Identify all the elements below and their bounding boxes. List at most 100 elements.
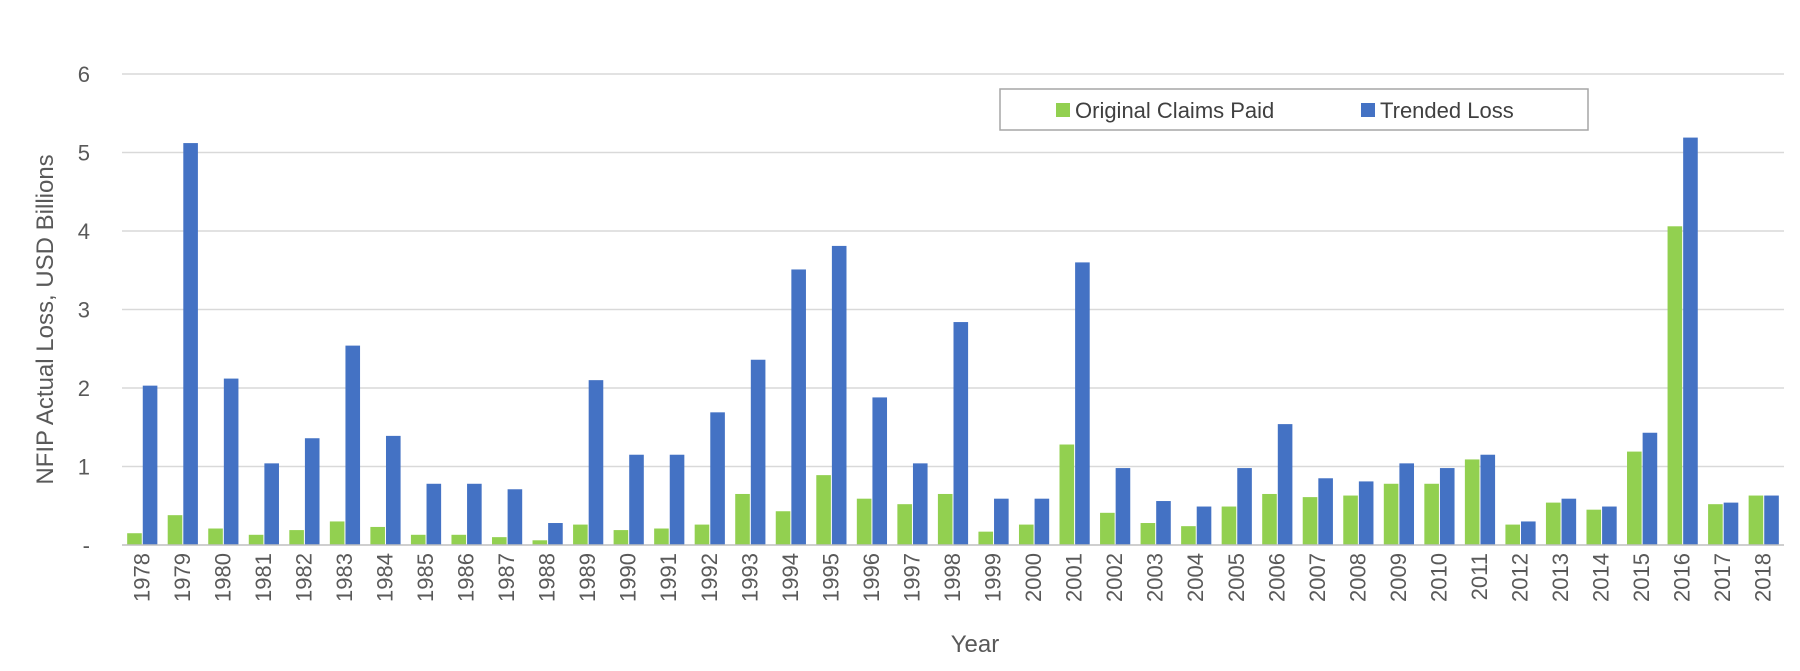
bar-original-claims-paid-2001	[1059, 444, 1075, 545]
x-tick-label: 1979	[170, 553, 195, 602]
bar-trended-loss-1997	[912, 463, 928, 545]
y-tick-label: 1	[78, 455, 90, 480]
bar-original-claims-paid-1999	[978, 531, 994, 545]
bar-trended-loss-2005	[1237, 468, 1252, 545]
bar-original-claims-paid-1985	[410, 534, 426, 545]
y-axis-ticks: - 1 2 3 4 5 6	[78, 62, 90, 558]
x-tick-label: 2017	[1710, 553, 1735, 602]
bar-original-claims-paid-1986	[451, 534, 467, 545]
x-axis-title: Year	[951, 631, 1000, 658]
x-tick-label: 1994	[778, 553, 803, 602]
x-tick-label: 2011	[1467, 553, 1492, 600]
bar-original-claims-paid-2004	[1181, 526, 1196, 545]
gridlines	[122, 73, 1784, 468]
x-tick-label: 2013	[1548, 553, 1573, 602]
x-tick-label: 2009	[1386, 553, 1411, 602]
bar-original-claims-paid-2016	[1667, 226, 1683, 546]
legend-swatch-original-claims-paid	[1056, 103, 1070, 117]
x-tick-label: 2008	[1345, 553, 1370, 602]
bar-trended-loss-2018	[1764, 495, 1779, 545]
bar-original-claims-paid-1989	[573, 524, 588, 545]
bar-trended-loss-1988	[548, 523, 563, 545]
bar-original-claims-paid-1990	[613, 530, 629, 545]
bar-trended-loss-1984	[385, 435, 401, 545]
x-tick-label: 2012	[1508, 553, 1533, 602]
x-tick-label: 1986	[454, 553, 479, 602]
bar-trended-loss-2014	[1602, 506, 1617, 545]
bar-original-claims-paid-2003	[1140, 523, 1156, 545]
bar-original-claims-paid-1979	[167, 515, 183, 545]
legend: Original Claims Paid Trended Loss	[999, 88, 1589, 131]
bar-trended-loss-1990	[629, 454, 644, 545]
bar-original-claims-paid-1981	[248, 534, 264, 545]
bar-original-claims-paid-1996	[856, 498, 872, 545]
bar-trended-loss-1989	[588, 380, 604, 545]
x-tick-label: 1992	[697, 553, 722, 602]
bar-original-claims-paid-2005	[1221, 506, 1237, 545]
y-tick-label: 3	[78, 298, 90, 323]
bar-original-claims-paid-2006	[1262, 493, 1277, 545]
x-tick-label: 2015	[1629, 553, 1654, 602]
bar-original-claims-paid-2013	[1545, 502, 1561, 545]
x-tick-label: 2018	[1751, 553, 1776, 602]
bar-trended-loss-2009	[1399, 463, 1415, 545]
x-tick-label: 1978	[129, 553, 154, 602]
x-tick-label: 1988	[535, 553, 560, 602]
x-tick-label: 2016	[1670, 553, 1695, 602]
x-tick-label: 1990	[616, 553, 641, 602]
bar-original-claims-paid-2007	[1302, 497, 1318, 545]
x-axis-ticks: 1978 1979 1980 1981 1982 1983 1984 1985 1986 1987…	[129, 553, 1775, 602]
bar-trended-loss-2001	[1075, 262, 1090, 545]
legend-label-original-claims-paid: Original Claims Paid	[1075, 98, 1274, 123]
bar-original-claims-paid-1984	[370, 526, 385, 545]
x-tick-label: 1999	[981, 553, 1006, 602]
bar-original-claims-paid-1997	[897, 504, 912, 545]
x-tick-label: 1993	[737, 553, 762, 602]
legend-label-trended-loss: Trended Loss	[1380, 98, 1514, 123]
bar-trended-loss-1998	[953, 322, 969, 545]
bar-trended-loss-2002	[1115, 468, 1131, 545]
x-tick-label: 1982	[291, 553, 316, 602]
bar-original-claims-paid-1995	[816, 475, 831, 545]
bar-original-claims-paid-1993	[735, 493, 750, 545]
x-tick-label: 2002	[1102, 553, 1127, 602]
y-tick-label: -	[83, 533, 90, 558]
bar-original-claims-paid-2002	[1100, 512, 1115, 545]
y-tick-label: 2	[78, 376, 90, 401]
x-tick-label: 2006	[1264, 553, 1289, 602]
x-tick-label: 2004	[1183, 553, 1208, 602]
bar-trended-loss-1979	[183, 143, 198, 545]
bar-trended-loss-2017	[1723, 502, 1739, 545]
bar-trended-loss-1999	[994, 498, 1009, 545]
x-tick-label: 2001	[1062, 553, 1087, 602]
bar-original-claims-paid-2000	[1018, 524, 1034, 545]
x-tick-label: 2000	[1021, 553, 1046, 602]
bar-trended-loss-2010	[1439, 468, 1455, 545]
bar-original-claims-paid-1988	[532, 540, 548, 545]
bar-original-claims-paid-2017	[1708, 504, 1723, 545]
bar-trended-loss-2000	[1034, 498, 1050, 545]
bar-trended-loss-1982	[304, 438, 320, 545]
x-tick-label: 1998	[940, 553, 965, 602]
x-tick-label: 1984	[372, 553, 397, 602]
bar-original-claims-paid-1978	[127, 533, 142, 545]
x-tick-label: 1987	[494, 553, 519, 602]
bar-original-claims-paid-1983	[329, 521, 345, 545]
bar-original-claims-paid-2011	[1464, 459, 1480, 545]
bar-trended-loss-2012	[1521, 521, 1536, 545]
bar-original-claims-paid-2018	[1748, 495, 1764, 545]
bar-original-claims-paid-2010	[1424, 483, 1439, 545]
bar-trended-loss-1996	[872, 397, 888, 545]
x-tick-label: 1997	[899, 553, 924, 602]
x-tick-label: 1991	[656, 553, 681, 602]
bar-original-claims-paid-1998	[937, 493, 953, 545]
x-tick-label: 2010	[1426, 553, 1451, 602]
bar-original-claims-paid-1980	[208, 528, 223, 545]
x-tick-label: 1996	[859, 553, 884, 602]
x-tick-label: 2007	[1305, 553, 1330, 602]
y-axis-title: NFIP Actual Loss, USD Billions	[32, 154, 59, 484]
bar-trended-loss-2008	[1358, 481, 1374, 545]
x-tick-label: 2005	[1224, 553, 1249, 602]
bar-original-claims-paid-1994	[775, 511, 791, 545]
